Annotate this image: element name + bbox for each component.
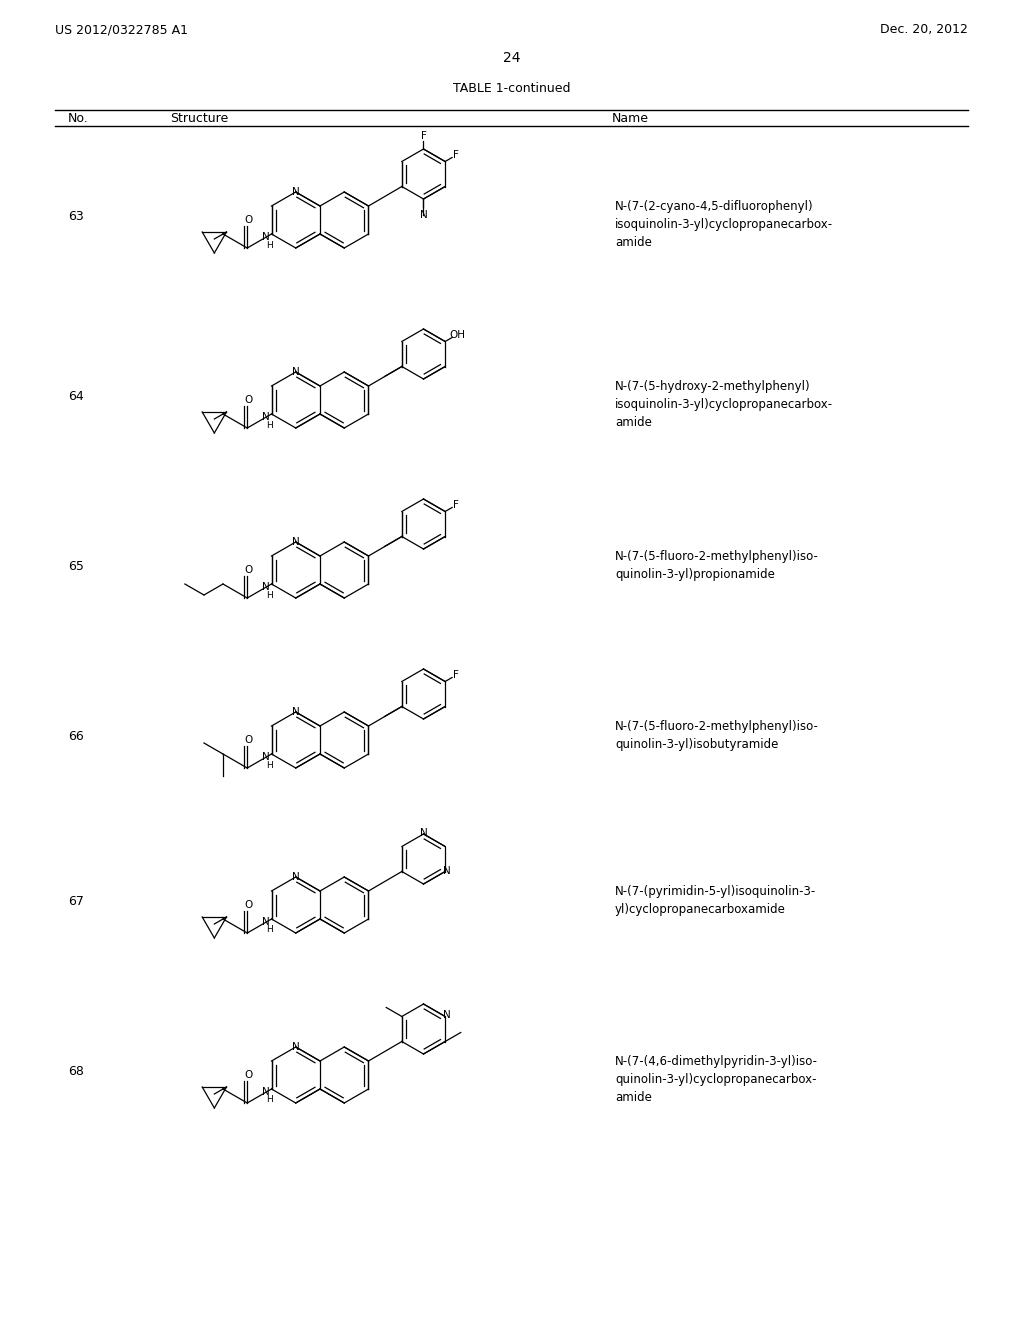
Text: O: O bbox=[244, 215, 252, 224]
Text: F: F bbox=[454, 671, 460, 680]
Text: US 2012/0322785 A1: US 2012/0322785 A1 bbox=[55, 24, 188, 37]
Text: N: N bbox=[420, 210, 427, 220]
Text: F: F bbox=[454, 150, 460, 160]
Text: N-(7-(pyrimidin-5-yl)isoquinolin-3-
yl)cyclopropanecarboxamide: N-(7-(pyrimidin-5-yl)isoquinolin-3- yl)c… bbox=[615, 884, 816, 916]
Text: 24: 24 bbox=[503, 51, 521, 65]
Text: N-(7-(5-hydroxy-2-methylphenyl)
isoquinolin-3-yl)cyclopropanecarbox-
amide: N-(7-(5-hydroxy-2-methylphenyl) isoquino… bbox=[615, 380, 834, 429]
Text: 66: 66 bbox=[68, 730, 84, 743]
Text: O: O bbox=[244, 735, 252, 744]
Text: 68: 68 bbox=[68, 1065, 84, 1078]
Text: N-(7-(4,6-dimethylpyridin-3-yl)iso-
quinolin-3-yl)cyclopropanecarbox-
amide: N-(7-(4,6-dimethylpyridin-3-yl)iso- quin… bbox=[615, 1055, 818, 1104]
Text: N: N bbox=[292, 187, 300, 197]
Text: N: N bbox=[261, 917, 269, 927]
Text: H: H bbox=[266, 421, 272, 429]
Text: TABLE 1-continued: TABLE 1-continued bbox=[454, 82, 570, 95]
Text: N: N bbox=[292, 1041, 300, 1052]
Text: 65: 65 bbox=[68, 560, 84, 573]
Text: N-(7-(2-cyano-4,5-difluorophenyl)
isoquinolin-3-yl)cyclopropanecarbox-
amide: N-(7-(2-cyano-4,5-difluorophenyl) isoqui… bbox=[615, 201, 834, 249]
Text: N: N bbox=[261, 232, 269, 242]
Text: H: H bbox=[266, 590, 272, 599]
Text: F: F bbox=[421, 131, 426, 141]
Text: H: H bbox=[266, 240, 272, 249]
Text: O: O bbox=[244, 1071, 252, 1080]
Text: Structure: Structure bbox=[170, 111, 228, 124]
Text: O: O bbox=[244, 395, 252, 405]
Text: N: N bbox=[443, 1011, 451, 1020]
Text: N: N bbox=[292, 873, 300, 882]
Text: N: N bbox=[261, 582, 269, 591]
Text: Dec. 20, 2012: Dec. 20, 2012 bbox=[880, 24, 968, 37]
Text: 63: 63 bbox=[68, 210, 84, 223]
Text: H: H bbox=[266, 925, 272, 935]
Text: N: N bbox=[420, 828, 427, 838]
Text: O: O bbox=[244, 900, 252, 909]
Text: N: N bbox=[261, 412, 269, 422]
Text: H: H bbox=[266, 1096, 272, 1105]
Text: 67: 67 bbox=[68, 895, 84, 908]
Text: N-(7-(5-fluoro-2-methylphenyl)iso-
quinolin-3-yl)propionamide: N-(7-(5-fluoro-2-methylphenyl)iso- quino… bbox=[615, 550, 819, 581]
Text: N: N bbox=[292, 367, 300, 378]
Text: N-(7-(5-fluoro-2-methylphenyl)iso-
quinolin-3-yl)isobutyramide: N-(7-(5-fluoro-2-methylphenyl)iso- quino… bbox=[615, 719, 819, 751]
Text: F: F bbox=[454, 500, 460, 510]
Text: OH: OH bbox=[450, 330, 465, 339]
Text: H: H bbox=[266, 760, 272, 770]
Text: No.: No. bbox=[68, 111, 89, 124]
Text: 64: 64 bbox=[68, 389, 84, 403]
Text: N: N bbox=[292, 708, 300, 717]
Text: Name: Name bbox=[612, 111, 649, 124]
Text: O: O bbox=[244, 565, 252, 576]
Text: N: N bbox=[443, 866, 451, 875]
Text: N: N bbox=[261, 1086, 269, 1097]
Text: N: N bbox=[292, 537, 300, 546]
Text: N: N bbox=[261, 752, 269, 762]
